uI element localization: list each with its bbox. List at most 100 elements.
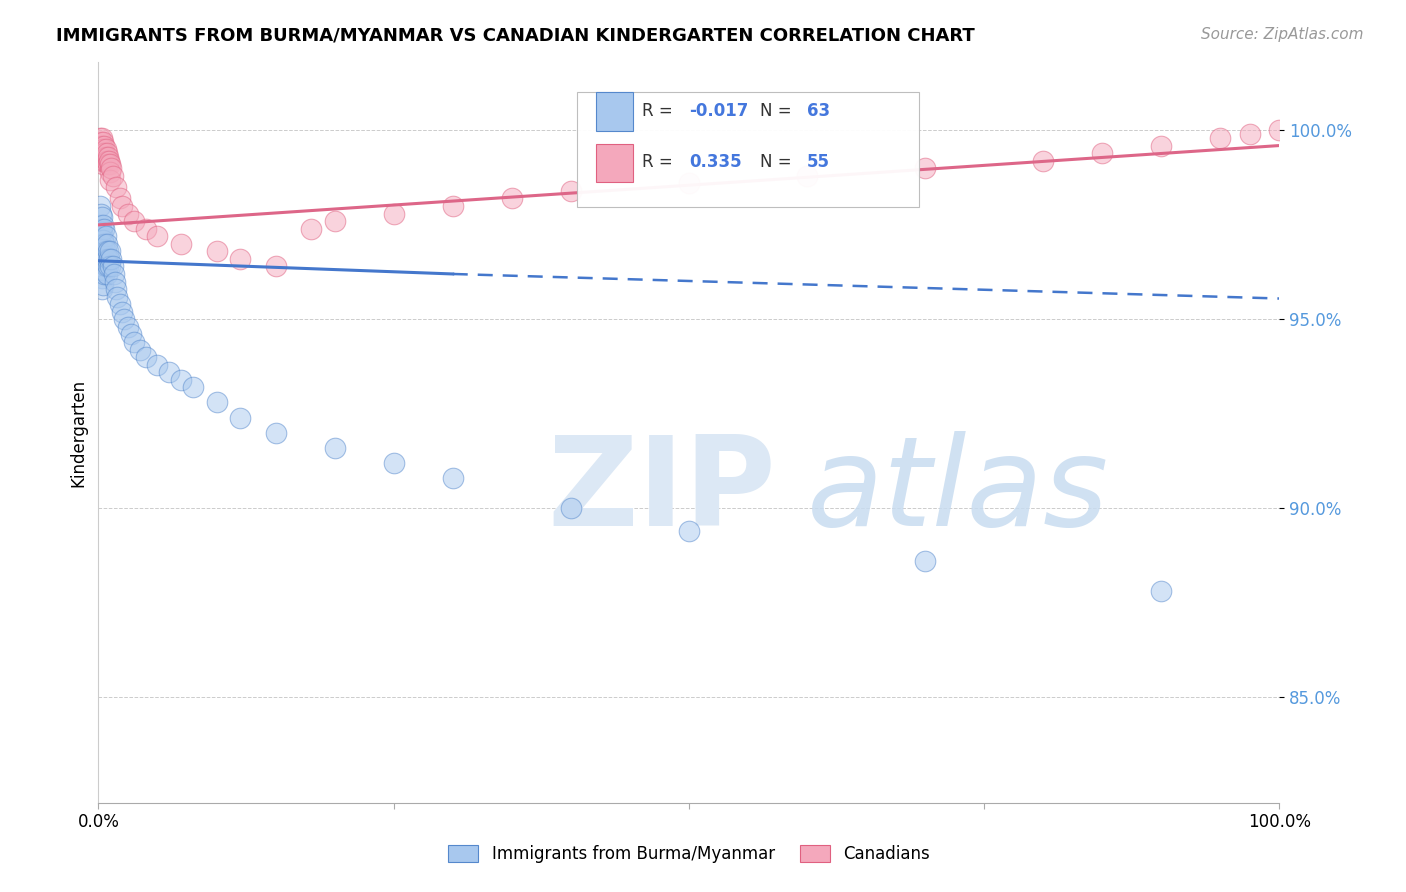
Point [111,304,134,318]
Point [91,278,114,293]
Point [94,142,117,156]
Point [441,199,464,213]
Point [91,131,114,145]
Point [98,172,121,186]
Point [117,319,139,334]
FancyBboxPatch shape [576,92,920,207]
Point [100,161,122,176]
Point [91,241,114,255]
Point [91,142,114,156]
Point [105,180,128,194]
Point [93,146,115,161]
Point [122,334,145,349]
Point [91,153,114,168]
Point [93,153,115,168]
Point [104,275,127,289]
Point [181,380,204,394]
Point [299,221,322,235]
Point [97,244,120,259]
Point [97,260,120,274]
Point [157,365,180,379]
Point [1032,153,1054,168]
Point [229,410,252,425]
Point [170,373,193,387]
Point [382,206,405,220]
Point [96,236,118,251]
Text: 63: 63 [807,102,830,120]
Point [91,270,114,285]
Point [93,221,115,235]
Point [100,252,122,266]
Point [117,206,139,220]
Point [170,236,193,251]
Point [264,260,287,274]
Point [122,214,145,228]
Point [89,244,111,259]
Point [96,146,118,161]
Point [501,191,523,205]
Point [93,267,115,281]
Point [97,150,120,164]
Point [91,150,114,164]
FancyBboxPatch shape [596,144,634,182]
Point [90,150,112,164]
Point [128,343,150,357]
Point [101,169,124,183]
Point [91,255,114,269]
Text: R =: R = [641,102,678,120]
Text: -0.017: -0.017 [689,102,748,120]
Point [98,157,121,171]
Point [1239,127,1261,141]
Point [205,244,228,259]
Point [91,248,114,262]
Point [323,214,346,228]
Point [105,282,128,296]
Point [914,554,936,568]
Point [108,191,131,205]
Point [90,221,112,235]
Point [1091,146,1114,161]
Point [93,138,115,153]
Text: 55: 55 [807,153,830,171]
Point [91,218,114,232]
Point [91,135,114,149]
Point [382,456,405,470]
Point [91,263,114,277]
Point [90,252,112,266]
Point [98,260,121,274]
Point [89,218,111,232]
Point [90,236,112,251]
Text: IMMIGRANTS FROM BURMA/MYANMAR VS CANADIAN KINDERGARTEN CORRELATION CHART: IMMIGRANTS FROM BURMA/MYANMAR VS CANADIA… [56,27,974,45]
Point [90,135,112,149]
Point [98,244,121,259]
Point [96,252,118,266]
Legend: Immigrants from Burma/Myanmar, Canadians: Immigrants from Burma/Myanmar, Canadians [441,838,936,870]
Point [678,177,700,191]
Point [97,157,120,171]
Text: R =: R = [641,153,678,171]
Point [91,138,114,153]
Point [89,131,111,145]
Point [89,199,111,213]
Point [93,252,115,266]
Text: ZIP: ZIP [547,432,776,552]
Point [91,157,114,171]
Point [1150,138,1173,153]
Point [89,229,111,244]
Point [91,233,114,247]
Point [90,263,112,277]
Point [1150,584,1173,599]
Y-axis label: Kindergarten: Kindergarten [69,378,87,487]
Point [441,471,464,485]
Point [94,260,117,274]
Text: 0.335: 0.335 [689,153,741,171]
Point [96,153,118,168]
Point [146,229,169,244]
Point [135,350,157,364]
Point [135,221,157,235]
Point [678,524,700,538]
Point [91,226,114,240]
Point [91,282,114,296]
Point [94,244,117,259]
Point [94,150,117,164]
